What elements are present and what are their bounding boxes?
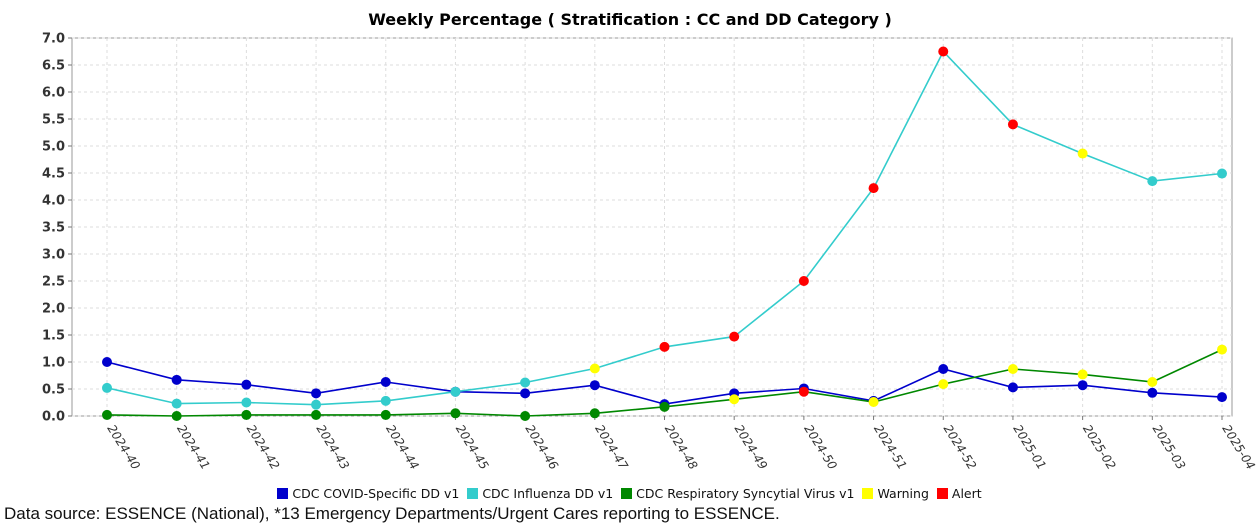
data-point	[798, 386, 809, 397]
chart-title: Weekly Percentage ( Stratification : CC …	[368, 10, 892, 29]
x-tick-label: 2024-52	[941, 422, 979, 472]
legend-label: CDC COVID-Specific DD v1	[292, 486, 460, 501]
legend-item: CDC COVID-Specific DD v1	[277, 486, 459, 501]
data-point	[659, 341, 670, 352]
chart-legend: CDC COVID-Specific DD v1 CDC Influenza DD…	[0, 485, 1259, 501]
data-point	[520, 411, 531, 421]
legend-item: CDC Influenza DD v1	[467, 486, 613, 501]
data-point	[241, 379, 252, 390]
y-tick-label: 3.0	[42, 248, 65, 263]
data-point	[1147, 387, 1158, 398]
marker-layer	[102, 46, 1227, 421]
y-tick-label: 5.5	[42, 113, 65, 128]
data-point	[589, 380, 600, 391]
data-point	[311, 399, 322, 410]
data-point	[798, 276, 809, 286]
legend-item: Warning	[862, 486, 929, 501]
x-tick-label: 2024-40	[104, 422, 143, 472]
data-point	[1147, 376, 1158, 387]
legend-item: CDC Respiratory Syncytial Virus v1	[621, 486, 854, 501]
data-point	[380, 376, 391, 387]
y-tick-label: 6.0	[42, 86, 65, 101]
x-tick-label: 2024-49	[732, 422, 770, 472]
data-point	[938, 379, 949, 390]
data-point	[1077, 148, 1088, 159]
x-tick-label: 2025-04	[1219, 422, 1257, 472]
y-tick-label: 1.5	[42, 329, 65, 344]
data-point	[311, 388, 322, 399]
legend-swatch	[621, 488, 633, 499]
data-point	[450, 386, 461, 397]
legend-swatch	[467, 488, 479, 499]
data-source-note: Data source: ESSENCE (National), *13 Eme…	[4, 504, 780, 523]
data-point	[1007, 382, 1018, 393]
data-point	[102, 382, 112, 393]
legend-item: Alert	[936, 486, 982, 501]
data-point	[171, 411, 182, 421]
data-point	[450, 408, 461, 419]
data-point	[171, 374, 182, 385]
data-point	[102, 357, 112, 367]
grid-layer	[71, 37, 1233, 417]
x-tick-label: 2024-45	[453, 422, 491, 472]
y-tick-label: 2.5	[42, 275, 65, 290]
data-point	[1217, 168, 1227, 179]
x-tick-label: 2025-01	[1010, 422, 1048, 472]
data-point	[311, 409, 322, 420]
data-point	[589, 408, 600, 419]
y-tick-label: 6.5	[42, 59, 65, 74]
data-point	[659, 401, 670, 412]
y-tick-label: 4.0	[42, 194, 65, 209]
x-tick-label: 2024-46	[523, 422, 562, 472]
x-tick-label: 2024-44	[383, 422, 421, 472]
data-point	[520, 377, 531, 388]
legend-swatch	[277, 488, 289, 499]
legend-swatch	[862, 488, 874, 499]
y-tick-label: 7.0	[42, 32, 65, 47]
x-tick-label: 2024-51	[871, 422, 909, 472]
legend-label: Alert	[951, 486, 982, 501]
x-tick-label: 2024-50	[801, 422, 840, 472]
x-tick-label: 2024-42	[244, 422, 282, 472]
data-point	[1147, 176, 1158, 187]
legend-label: CDC Respiratory Syncytial Virus v1	[636, 486, 855, 501]
data-point	[241, 409, 252, 420]
y-tick-label: 0.0	[42, 410, 65, 425]
y-tick-label: 4.5	[42, 167, 65, 182]
data-point	[241, 397, 252, 408]
data-point	[520, 388, 531, 399]
data-point	[938, 364, 949, 375]
x-tick-label: 2025-03	[1150, 422, 1188, 472]
data-point	[380, 395, 391, 406]
data-point	[868, 396, 879, 407]
y-tick-label: 3.5	[42, 221, 65, 236]
weekly-percentage-line-chart: Weekly Percentage ( Stratification : CC …	[42, 10, 1258, 472]
x-tick-label: 2024-43	[314, 422, 352, 472]
y-tick-label: 2.0	[42, 302, 65, 317]
y-tick-label: 1.0	[42, 356, 65, 371]
data-point	[1217, 392, 1227, 403]
legend-swatch	[936, 488, 948, 499]
x-tick-label: 2024-47	[592, 422, 631, 472]
data-point	[589, 363, 600, 374]
x-tick-label: 2024-41	[174, 422, 212, 472]
y-tick-label: 0.5	[42, 383, 65, 398]
data-point	[102, 409, 112, 420]
data-point	[171, 398, 182, 409]
data-point	[938, 46, 949, 57]
data-point	[1077, 380, 1088, 391]
data-point	[1007, 119, 1018, 130]
data-point	[1217, 344, 1227, 355]
data-point	[868, 183, 879, 194]
data-point	[729, 331, 740, 342]
legend-label: Warning	[877, 486, 929, 501]
x-tick-label: 2025-02	[1080, 422, 1118, 472]
x-tick-label: 2024-48	[662, 422, 701, 472]
legend-label: CDC Influenza DD v1	[482, 486, 614, 501]
data-point	[380, 409, 391, 420]
y-tick-label: 5.0	[42, 140, 65, 155]
data-point	[1077, 369, 1088, 380]
data-point	[729, 394, 740, 405]
data-point	[1007, 364, 1018, 375]
